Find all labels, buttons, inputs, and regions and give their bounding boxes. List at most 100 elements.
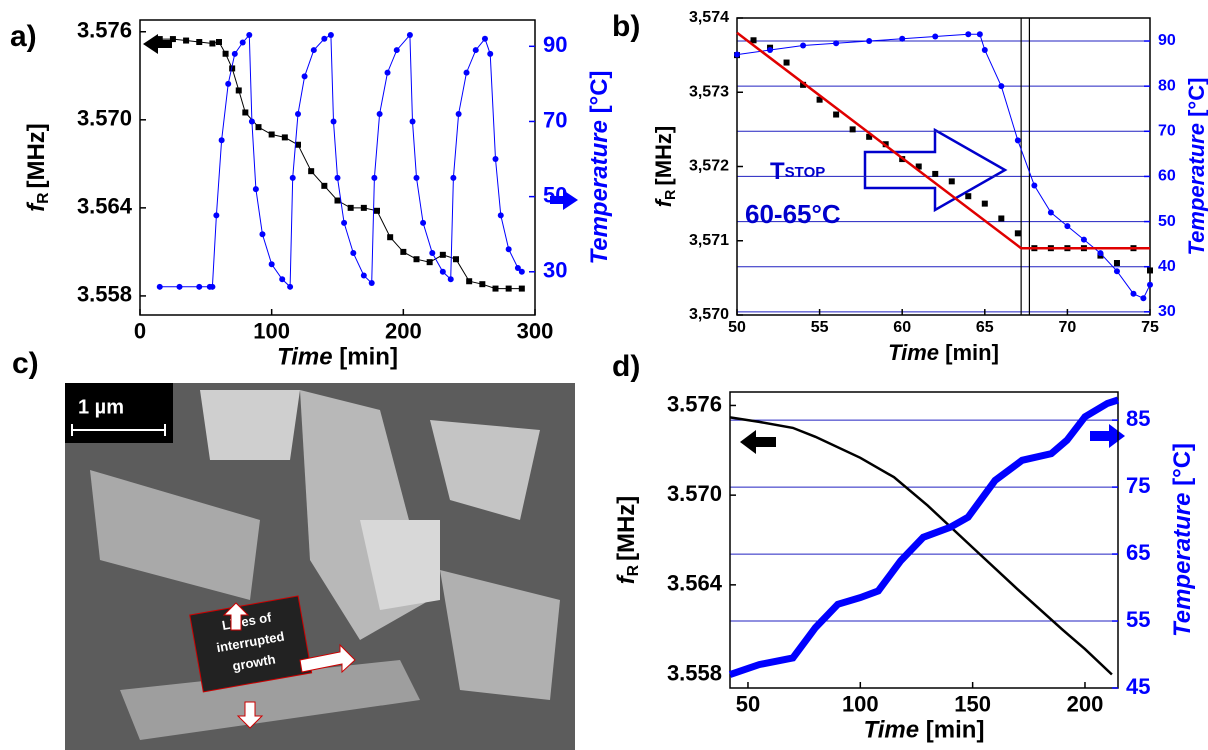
data-point [321, 182, 328, 189]
data-point [505, 246, 512, 253]
y-tick-label: 3.558 [667, 660, 722, 685]
axis-arrow [550, 190, 578, 210]
data-point [750, 37, 757, 44]
y2-tick-label: 70 [1158, 123, 1176, 140]
data-point [376, 110, 383, 117]
y-tick-label: 3,571 [689, 232, 729, 249]
data-point [1113, 260, 1120, 267]
data-point [295, 141, 301, 148]
y2-tick-label: 30 [1158, 303, 1176, 320]
data-point [330, 118, 337, 125]
data-point [1014, 230, 1021, 237]
data-point [965, 193, 972, 200]
y2-tick-label: 60 [1158, 168, 1176, 185]
series-line [736, 31, 1150, 250]
y2-tick-label: 45 [1126, 674, 1150, 699]
data-point [426, 259, 433, 266]
y-tick-label: 3,572 [689, 158, 729, 175]
x-label-name: Time [888, 340, 939, 365]
data-point [255, 124, 262, 131]
plot-frame [139, 19, 536, 316]
data-point [948, 178, 955, 185]
data-point [514, 265, 521, 272]
y-tick-label: 3.558 [77, 282, 132, 307]
data-point [1113, 268, 1120, 275]
y-label-name: f [651, 197, 676, 207]
y2-axis-label: Temperature [°C] [1184, 78, 1208, 256]
data-point [413, 174, 420, 181]
data-point [268, 131, 275, 138]
data-point [1014, 137, 1021, 144]
data-point [518, 285, 525, 292]
data-point [310, 47, 317, 54]
x-label-name: Time [277, 344, 333, 371]
y2-label-name: Temperature [1184, 123, 1208, 255]
data-point [360, 204, 367, 211]
data-point [439, 251, 446, 258]
data-point [866, 38, 873, 45]
y2-tick-label: 50 [1158, 213, 1176, 230]
sem-image: 1 µm Lines of interrupted growth [65, 383, 575, 750]
hollow-arrow [863, 127, 1008, 213]
y-tick-label: 3.576 [667, 391, 722, 416]
data-point [350, 249, 357, 256]
data-point [231, 50, 238, 57]
y2-tick-label: 55 [1126, 607, 1150, 632]
x-tick-label: 55 [811, 319, 829, 336]
x-label-unit: [min] [339, 344, 398, 371]
data-point [833, 40, 840, 47]
data-point [371, 174, 378, 181]
y2-tick-label: 75 [1126, 473, 1150, 498]
axis-arrow [740, 430, 776, 454]
y-label-unit: [MHz] [651, 126, 676, 186]
data-point [183, 37, 190, 44]
data-point [998, 83, 1005, 90]
data-point [800, 81, 807, 88]
y-label-name: f [23, 202, 50, 212]
data-point [1147, 281, 1153, 288]
series-line [729, 416, 1113, 676]
data-point [783, 59, 790, 66]
data-point [246, 32, 253, 39]
data-point [487, 50, 494, 57]
x-tick-label: 100 [842, 691, 879, 716]
data-point [387, 234, 394, 241]
data-point [734, 51, 740, 58]
x-tick-label: 75 [1141, 319, 1159, 336]
data-point [289, 174, 296, 181]
y-axis-label: fR [MHz] [23, 123, 52, 212]
x-tick-label: 60 [893, 319, 911, 336]
panel-label: a) [10, 20, 37, 53]
data-point [301, 73, 308, 80]
data-point [225, 80, 232, 87]
data-point [156, 36, 163, 43]
y-tick-label: 3.564 [77, 194, 133, 219]
data-point [466, 278, 473, 285]
data-point [281, 134, 288, 141]
annotation-main: T [770, 158, 785, 185]
data-point [463, 69, 470, 76]
data-point [472, 47, 479, 54]
x-tick-label: 200 [385, 318, 422, 343]
data-point [981, 47, 988, 54]
y2-tick-label: 65 [1126, 540, 1150, 565]
data-point [1047, 209, 1054, 216]
panel-label: c) [12, 347, 39, 380]
data-point [242, 109, 249, 116]
data-point [268, 261, 275, 268]
data-point [420, 219, 427, 226]
y2-tick-label: 50 [543, 182, 567, 207]
y-axis-label: fR [MHz] [613, 496, 642, 585]
data-point [252, 186, 259, 193]
data-point [932, 33, 939, 40]
data-point [235, 87, 242, 94]
axis-arrow [1090, 424, 1125, 448]
y-tick-label: 3,570 [689, 306, 729, 323]
y-label-unit: [MHz] [613, 496, 640, 561]
data-point [453, 256, 459, 263]
data-point [1130, 290, 1137, 297]
data-point [196, 283, 203, 290]
data-point [393, 47, 400, 54]
data-point [279, 276, 286, 283]
y2-tick-label: 85 [1126, 406, 1150, 431]
